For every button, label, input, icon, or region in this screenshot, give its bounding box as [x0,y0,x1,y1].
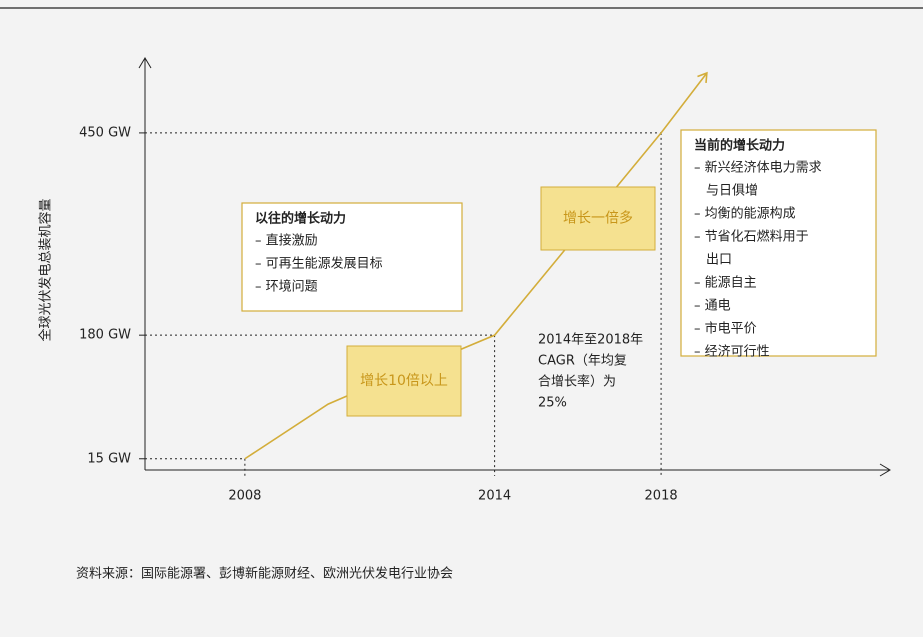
axes [138,57,891,477]
highlight-label: 增长一倍多 [563,210,633,227]
annotation-item: – 直接激励 [255,233,318,249]
annotation-box [680,129,877,357]
annotation-item: – 通电 [694,299,731,314]
highlight-label: 增长10倍以上 [360,373,448,389]
x-tick-label: 2014 [478,489,511,504]
annotation-item: – 新兴经济体电力需求 [694,160,822,176]
x-tick-label: 2008 [228,489,261,504]
annotation-item: – 节省化石燃料用于 [694,229,809,245]
annotation-note: 25% [538,396,567,411]
annotation-item: 出口 [706,253,732,268]
annotation-note: 2014年至2018年 [538,333,643,348]
annotation-note: 合增长率）为 [538,374,616,390]
annotation-title: 以往的增长动力 [255,211,346,227]
annotation-note: CAGR（年均复 [538,354,627,369]
annotation-title: 当前的增长动力 [694,138,785,154]
y-axis-label: 全球光伏发电总装机容量 [38,198,54,341]
y-tick-label: 15 GW [87,451,131,466]
annotation-item: – 可再生能源发展目标 [255,256,383,272]
source: 资料来源：国际能源署、彭博新能源财经、欧洲光伏发电行业协会 [76,566,453,582]
annotation-item: – 经济可行性 [694,345,770,360]
y-tick-label: 450 GW [79,125,131,140]
annotation-item: – 能源自主 [694,276,757,291]
annotation-item: 与日俱增 [706,184,758,199]
x-tick-label: 2018 [645,489,678,504]
y-tick-label: 180 GW [79,328,131,343]
annotation-item: – 环境问题 [255,280,318,295]
annotation-item: – 均衡的能源构成 [694,206,796,222]
highlight-box [346,345,462,417]
annotation-item: – 市电平价 [694,321,757,337]
arrow-head [697,71,708,84]
annotation-box [241,202,463,312]
highlight-box [540,186,656,251]
